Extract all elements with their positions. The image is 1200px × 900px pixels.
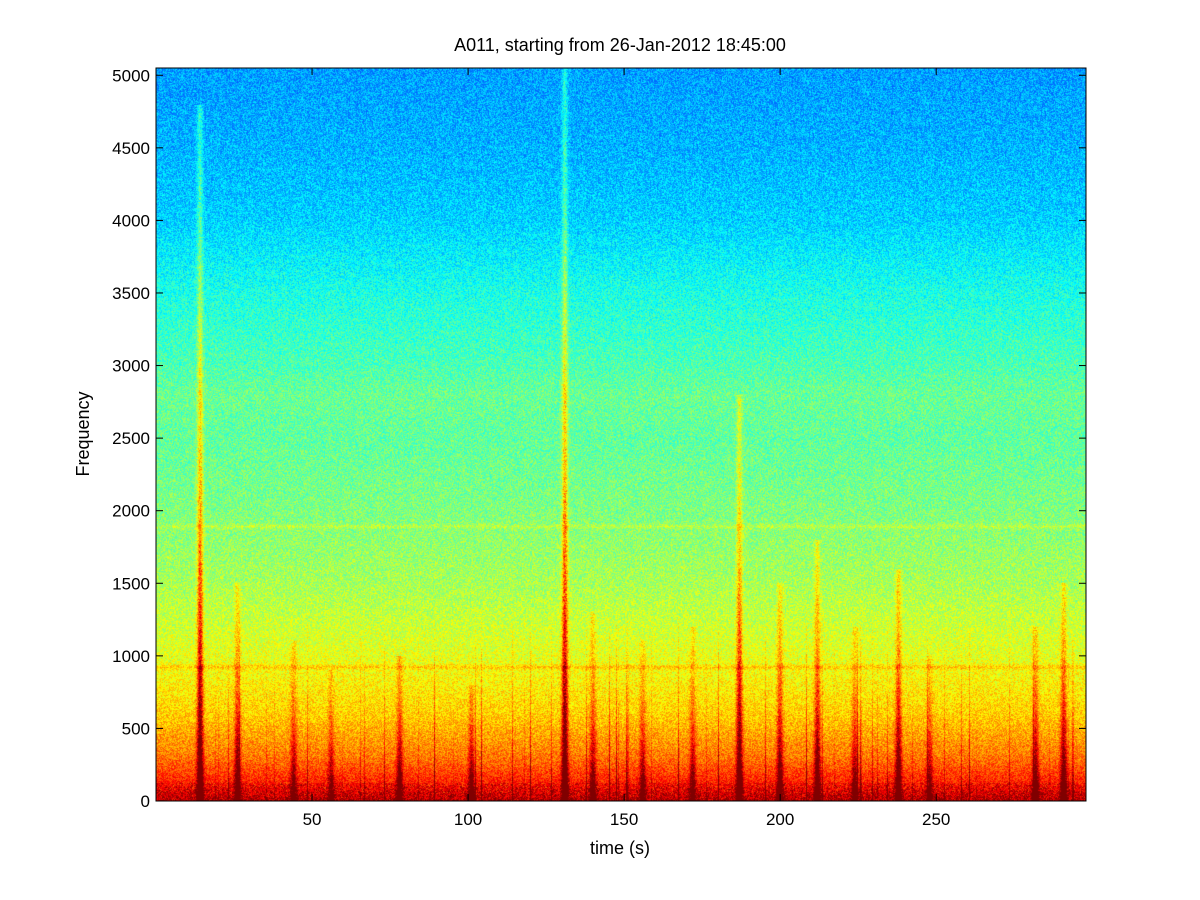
x-axis: 50 100 150 200 250 (303, 68, 950, 829)
y-tick-label: 2500 (112, 429, 150, 448)
x-tick-label: 250 (922, 810, 950, 829)
x-tick-label: 200 (766, 810, 794, 829)
y-tick-label: 4000 (112, 211, 150, 230)
spectrogram-image (156, 68, 1086, 801)
y-tick-label: 1500 (112, 574, 150, 593)
chart-title: A011, starting from 26-Jan-2012 18:45:00 (454, 35, 786, 55)
y-tick-label: 3000 (112, 357, 150, 376)
x-tick-label: 100 (454, 810, 482, 829)
y-tick-label: 5000 (112, 66, 150, 85)
y-axis: 0 500 1000 1500 2000 2500 3000 3500 4000 4500 5000 (112, 66, 1086, 811)
y-tick-label: 3500 (112, 284, 150, 303)
y-tick-label: 1000 (112, 647, 150, 666)
x-axis-label: time (s) (590, 838, 650, 858)
y-tick-label: 4500 (112, 139, 150, 158)
y-tick-label: 0 (141, 792, 150, 811)
y-tick-label: 2000 (112, 502, 150, 521)
y-tick-label: 500 (122, 719, 150, 738)
x-tick-label: 150 (610, 810, 638, 829)
plot-frame (155, 67, 1087, 802)
y-axis-label: Frequency (73, 391, 93, 476)
x-tick-label: 50 (303, 810, 322, 829)
